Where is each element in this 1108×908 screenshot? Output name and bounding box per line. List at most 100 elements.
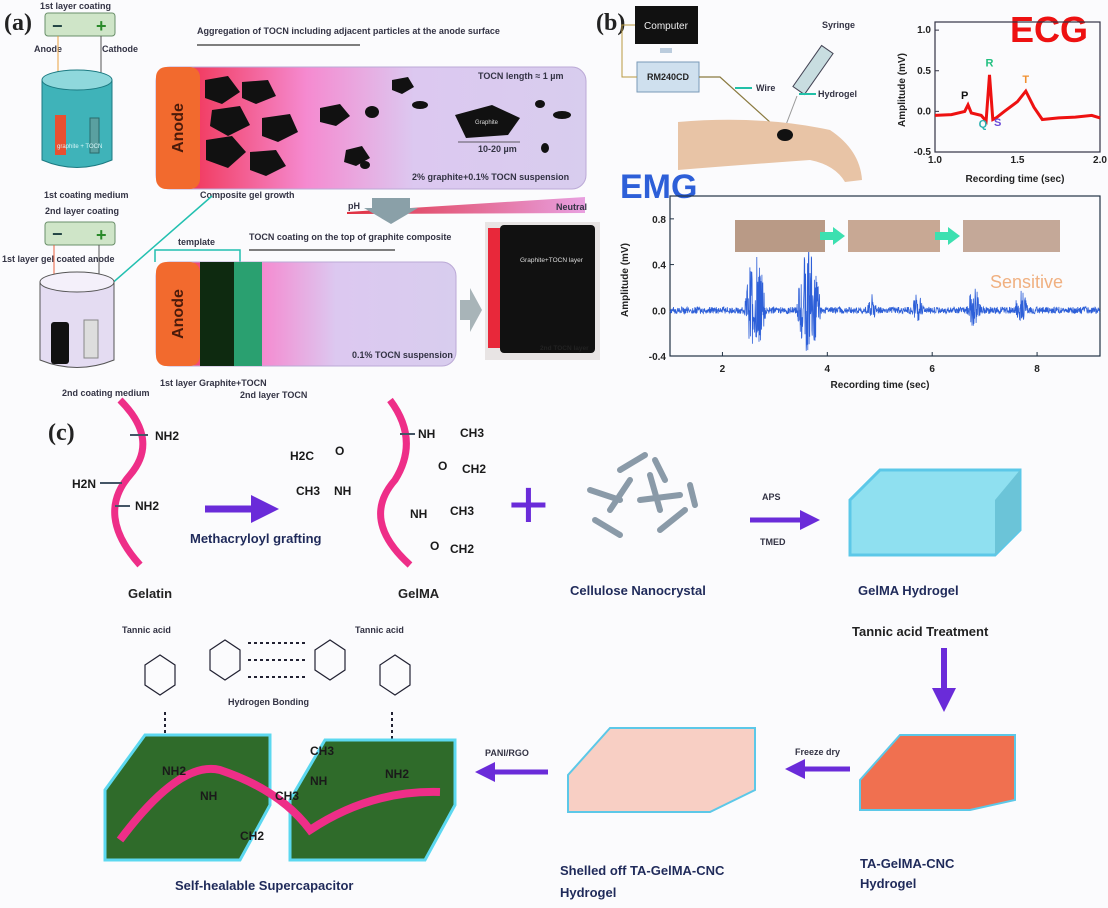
grafting-label: Methacryloyl grafting xyxy=(190,531,322,546)
gelma-group: NH xyxy=(410,507,427,521)
top-schematic: Aggregation of TOCN including adjacent p… xyxy=(155,26,587,224)
ecg-series-line xyxy=(934,74,1101,125)
beaker1-title: 1st layer coating xyxy=(40,1,111,11)
emg-y-tick: 0.8 xyxy=(652,215,666,226)
coating-photo: Graphite+TOCN layer 2nd TOCN layer xyxy=(485,222,600,360)
right-arrow-icon xyxy=(460,288,482,332)
beaker1-caption: 1st coating medium xyxy=(44,190,129,200)
gelma-group: CH3 xyxy=(460,426,484,440)
setup-illustration: Computer RM240CD Wire Syringe Hydrogel xyxy=(621,6,862,182)
shelled-hydrogel-block: Shelled off TA-GelMA-CNC Hydrogel xyxy=(560,727,756,900)
emg-ylabel: Amplitude (mV) xyxy=(620,243,631,317)
plus-icon: + xyxy=(96,16,107,36)
gelma-group: O xyxy=(438,459,447,473)
ta-hydrogel-caption: TA-GelMA-CNC xyxy=(860,856,955,871)
gelma-group: CH3 xyxy=(450,504,474,518)
bottom-schematic: TOCN coating on the top of graphite comp… xyxy=(154,232,482,400)
electrode xyxy=(777,129,793,141)
neutral-label: Neutral xyxy=(556,202,587,212)
anode-strip xyxy=(156,67,200,189)
ecg-ylabel: Amplitude (mV) xyxy=(897,53,908,127)
ecg-title: ECG xyxy=(1010,9,1088,50)
anode-text-2: Anode xyxy=(170,289,187,339)
gelma-group: CH3 xyxy=(296,484,320,498)
ta-hydrogel-block: TA-GelMA-CNC Hydrogel xyxy=(859,734,1016,891)
emg-y-tick: -0.4 xyxy=(649,352,667,363)
photo-label1: Graphite+TOCN layer xyxy=(520,257,584,264)
gelma: NH CH3 CH2 O H2C O CH3 NH NH CH3 O CH2 G… xyxy=(290,397,486,601)
ecg-xlabel: Recording time (sec) xyxy=(966,174,1065,185)
ph-label: pH xyxy=(348,201,360,211)
ecg-y-tick: 0.5 xyxy=(917,66,931,77)
cathode-label: Cathode xyxy=(102,44,138,54)
minus-icon: − xyxy=(52,224,63,244)
ecg-x-tick: 1.5 xyxy=(1011,155,1025,166)
wire-label: Wire xyxy=(756,83,775,93)
ta-hydrogel-caption: Hydrogel xyxy=(860,876,916,891)
ecg-annotation-t: T xyxy=(1022,74,1029,86)
gelma-hydrogel-caption: GelMA Hydrogel xyxy=(858,583,959,598)
supercap-group: NH xyxy=(310,774,327,788)
ecg-annotation-p: P xyxy=(961,90,968,102)
supercap-group: NH xyxy=(200,789,217,803)
tannic-acid-left: Tannic acid xyxy=(122,625,171,635)
device-label: RM240CD xyxy=(647,72,690,82)
pani-rgo-label: PANI/RGO xyxy=(485,748,529,758)
supercap-caption: Self-healable Supercapacitor xyxy=(175,878,353,893)
top-suspension: 2% graphite+0.1% TOCN suspension xyxy=(412,172,569,182)
shelled-caption: Hydrogel xyxy=(560,885,616,900)
panel-b-label: (b) xyxy=(596,10,625,36)
gelma-group: CH2 xyxy=(450,542,474,556)
gelatin-group: H2N xyxy=(72,477,96,491)
bottom-schematic-title: TOCN coating on the top of graphite comp… xyxy=(249,232,451,242)
beaker1-medium-text: graphite + TOCN xyxy=(57,144,102,150)
ecg-chart: ECG Amplitude (mV) Recording time (sec) … xyxy=(897,9,1107,185)
gelatin-caption: Gelatin xyxy=(128,586,172,601)
tocn-length: TOCN length ≈ 1 µm xyxy=(478,71,563,81)
power-supply xyxy=(44,12,116,37)
supercapacitor: Tannic acid Tannic acid Hydrogen Bonding… xyxy=(103,625,457,893)
beaker2-title: 2nd layer coating xyxy=(45,206,119,216)
anode-label: Anode xyxy=(34,44,62,54)
syringe-label: Syringe xyxy=(822,20,855,30)
gelma-group: NH xyxy=(334,484,351,498)
panel-c-label: (c) xyxy=(48,420,75,446)
beaker2-caption: 2nd coating medium xyxy=(62,388,150,398)
ecg-x-tick: 2.0 xyxy=(1093,155,1107,166)
gelatin-group: NH2 xyxy=(135,499,159,513)
ecg-annotation-q: Q xyxy=(979,119,988,131)
ecg-y-tick: 0.0 xyxy=(917,106,931,117)
emg-series-line xyxy=(669,244,1101,351)
shelled-caption: Shelled off TA-GelMA-CNC xyxy=(560,863,725,878)
gelatin-group: NH2 xyxy=(155,429,179,443)
bottom-suspension: 0.1% TOCN suspension xyxy=(352,350,453,360)
ecg-plot-frame xyxy=(934,21,1101,153)
minus-icon: − xyxy=(52,16,63,36)
supercap-group: NH2 xyxy=(385,767,409,781)
tmed-label: TMED xyxy=(760,537,786,547)
right-arrow-icon xyxy=(935,227,960,245)
layer2-label: 2nd layer TOCN xyxy=(240,390,307,400)
panel-a-label: (a) xyxy=(4,10,32,36)
gelma-group: CH2 xyxy=(462,462,486,476)
coated-anode-label: 1st layer gel coated anode xyxy=(2,254,115,264)
hand-gesture-photos xyxy=(735,220,1060,252)
photo-label2: 2nd TOCN layer xyxy=(540,345,589,352)
plus-icon: + xyxy=(508,465,549,543)
computer-icon xyxy=(635,6,698,44)
supercap-group: CH3 xyxy=(275,789,299,803)
emg-x-tick: 6 xyxy=(929,364,935,375)
emg-xlabel: Recording time (sec) xyxy=(831,380,930,391)
freeze-dry-label: Freeze dry xyxy=(795,747,840,757)
beaker-1: 1st layer coating − + Anode Cathode grap… xyxy=(34,1,138,200)
composite-growth-label: Composite gel growth xyxy=(200,190,295,200)
emg-y-tick: 0.4 xyxy=(652,261,666,272)
emg-y-tick: 0.0 xyxy=(652,306,666,317)
gelatin: NH2 H2N NH2 Gelatin xyxy=(72,397,179,601)
top-schematic-title: Aggregation of TOCN including adjacent p… xyxy=(197,26,500,36)
anode-text: Anode xyxy=(170,103,187,153)
supercap-group: NH2 xyxy=(162,764,186,778)
aps-label: APS xyxy=(762,492,781,502)
gelma-group: NH xyxy=(418,427,435,441)
